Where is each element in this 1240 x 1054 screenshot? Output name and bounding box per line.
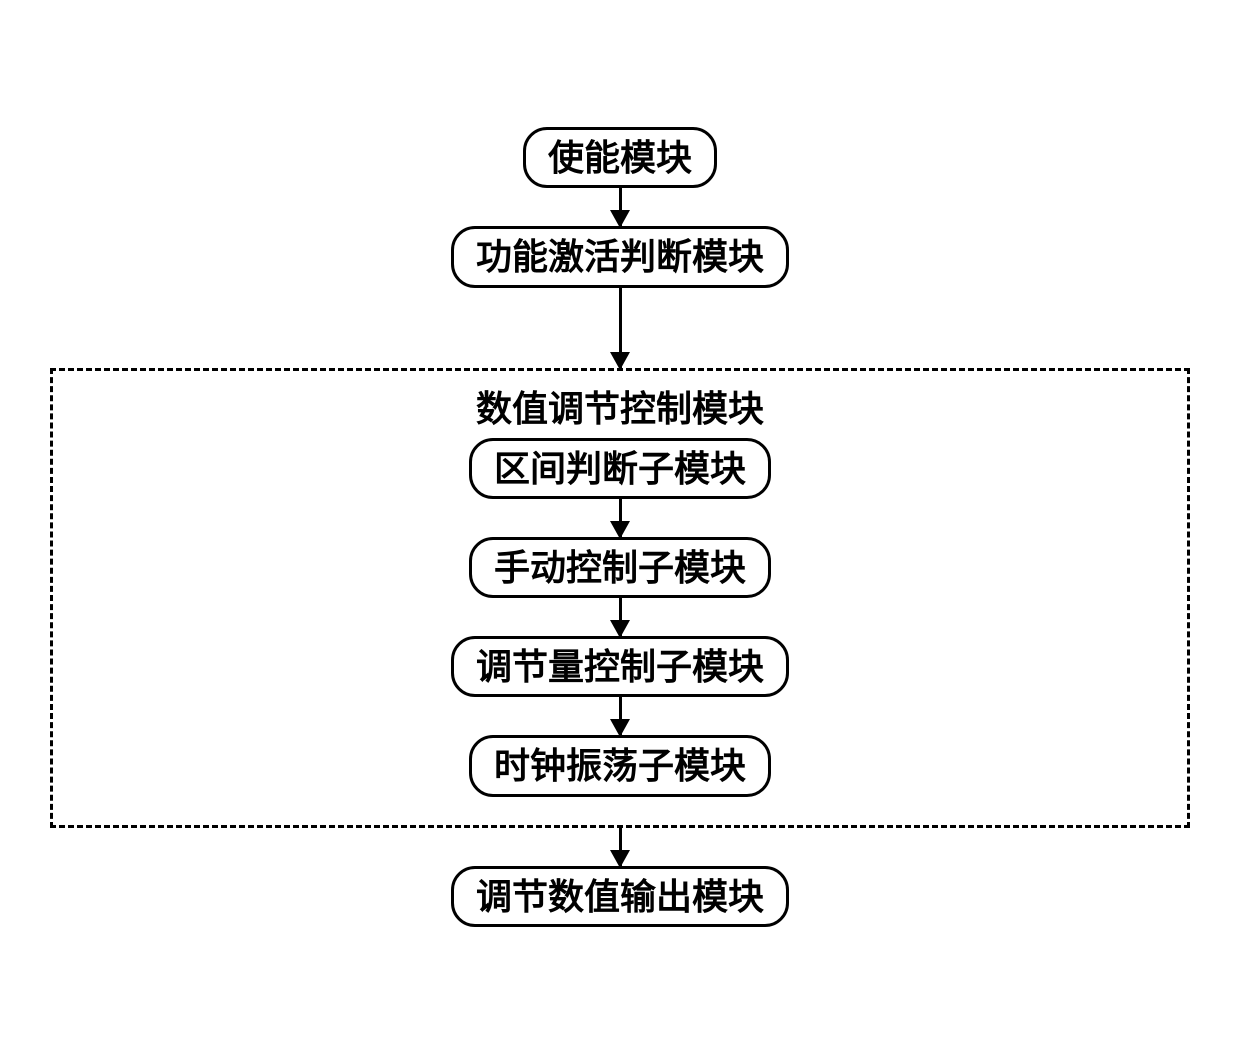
node-adjust-amount: 调节量控制子模块 [451, 636, 789, 697]
arrow [619, 828, 622, 866]
node-interval: 区间判断子模块 [469, 438, 771, 499]
arrow [619, 188, 622, 226]
node-output: 调节数值输出模块 [451, 866, 789, 927]
node-clock: 时钟振荡子模块 [469, 735, 771, 796]
arrow [619, 697, 622, 735]
flowchart-diagram: 使能模块 功能激活判断模块 数值调节控制模块 区间判断子模块 手动控制子模块 调… [50, 127, 1190, 927]
arrow [619, 288, 622, 368]
arrow [619, 499, 622, 537]
node-enable: 使能模块 [523, 127, 717, 188]
node-manual: 手动控制子模块 [469, 537, 771, 598]
node-activation: 功能激活判断模块 [451, 226, 789, 287]
container-title: 数值调节控制模块 [476, 387, 764, 430]
container-box: 数值调节控制模块 区间判断子模块 手动控制子模块 调节量控制子模块 时钟振荡子模… [50, 368, 1190, 828]
arrow [619, 598, 622, 636]
